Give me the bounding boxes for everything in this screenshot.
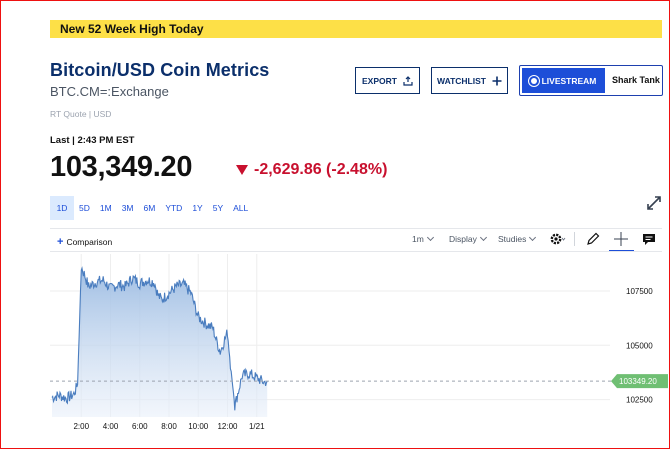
- banner-text: New 52 Week High Today: [60, 22, 204, 36]
- x-tick-label: 6:00: [132, 422, 148, 431]
- x-tick-label: 10:00: [188, 422, 209, 431]
- range-1y[interactable]: 1Y: [192, 203, 203, 213]
- pencil-icon[interactable]: [584, 230, 602, 248]
- live-dot-icon: [530, 77, 537, 84]
- chevron-down-icon: [529, 233, 537, 242]
- add-comparison-icon: +: [57, 236, 64, 248]
- section-divider: [50, 228, 662, 229]
- livestream-show-name[interactable]: Shark Tank: [612, 75, 660, 85]
- y-tick-label: 107500: [626, 287, 653, 296]
- studies-label: Studies: [498, 234, 527, 244]
- interval-value: 1m: [412, 234, 424, 244]
- range-1m[interactable]: 1M: [99, 203, 112, 213]
- chevron-down-icon: [426, 233, 434, 242]
- down-arrow-icon: [236, 165, 248, 175]
- ticker-symbol: BTC.CM=:Exchange: [50, 84, 169, 99]
- range-5y[interactable]: 5Y: [212, 203, 224, 213]
- price-chart[interactable]: 102500 105000 107500 2:00 4:00 6:00 8:00 10:00…: [0, 252, 670, 442]
- comment-icon[interactable]: [640, 230, 658, 248]
- quote-info: RT Quote | USD: [50, 109, 112, 119]
- last-trade-time: Last | 2:43 PM EST: [50, 135, 135, 146]
- export-label: EXPORT: [362, 75, 397, 86]
- x-tick-label: 1/21: [249, 422, 265, 431]
- price-change-value: -2,629.86 (-2.48%): [254, 161, 388, 178]
- x-tick-label: 12:00: [217, 422, 238, 431]
- expand-icon[interactable]: [646, 195, 662, 211]
- export-button[interactable]: EXPORT: [355, 67, 420, 94]
- price-change: -2,629.86 (-2.48%): [236, 161, 387, 179]
- price-area: [52, 268, 268, 417]
- export-icon: [403, 75, 413, 86]
- livestream-widget[interactable]: LIVESTREAM Shark Tank: [519, 65, 663, 96]
- comparison-label: Comparison: [66, 237, 113, 247]
- gear-icon[interactable]: [548, 230, 566, 248]
- studies-menu[interactable]: Studies: [498, 233, 537, 244]
- range-5d[interactable]: 5D: [79, 203, 90, 213]
- x-tick-label: 8:00: [161, 422, 177, 431]
- last-price-label: 103349.20: [611, 374, 668, 389]
- watchlist-button[interactable]: WATCHLIST: [431, 67, 508, 94]
- livestream-button[interactable]: LIVESTREAM: [522, 68, 605, 93]
- new-high-banner: New 52 Week High Today: [50, 20, 662, 38]
- range-3m[interactable]: 3M: [121, 203, 134, 213]
- range-selector: 1D 5D 1M 3M 6M YTD 1Y 5Y ALL: [50, 196, 253, 220]
- crosshair-icon[interactable]: [612, 230, 630, 248]
- display-label: Display: [449, 234, 477, 244]
- watchlist-label: WATCHLIST: [437, 75, 486, 86]
- toolbar-divider: [50, 251, 662, 252]
- display-menu[interactable]: Display: [449, 233, 487, 244]
- y-tick-label: 105000: [626, 341, 653, 350]
- x-tick-label: 2:00: [73, 422, 89, 431]
- comparison-button[interactable]: + Comparison: [57, 236, 112, 248]
- interval-select[interactable]: 1m: [412, 233, 434, 244]
- range-6m[interactable]: 6M: [143, 203, 156, 213]
- last-price-label-text: 103349.20: [619, 377, 657, 386]
- chevron-down-icon: [479, 233, 487, 242]
- livestream-label: LIVESTREAM: [541, 75, 597, 86]
- toolbar-separator: [574, 232, 575, 246]
- page-title: Bitcoin/USD Coin Metrics: [50, 60, 270, 80]
- range-1d[interactable]: 1D: [50, 196, 74, 220]
- plus-icon: [492, 76, 502, 85]
- x-tick-label: 4:00: [103, 422, 119, 431]
- last-price: 103,349.20: [50, 151, 193, 183]
- range-all[interactable]: ALL: [233, 203, 249, 213]
- range-ytd[interactable]: YTD: [165, 203, 183, 213]
- price-line: [51, 266, 268, 411]
- y-tick-label: 102500: [626, 396, 653, 405]
